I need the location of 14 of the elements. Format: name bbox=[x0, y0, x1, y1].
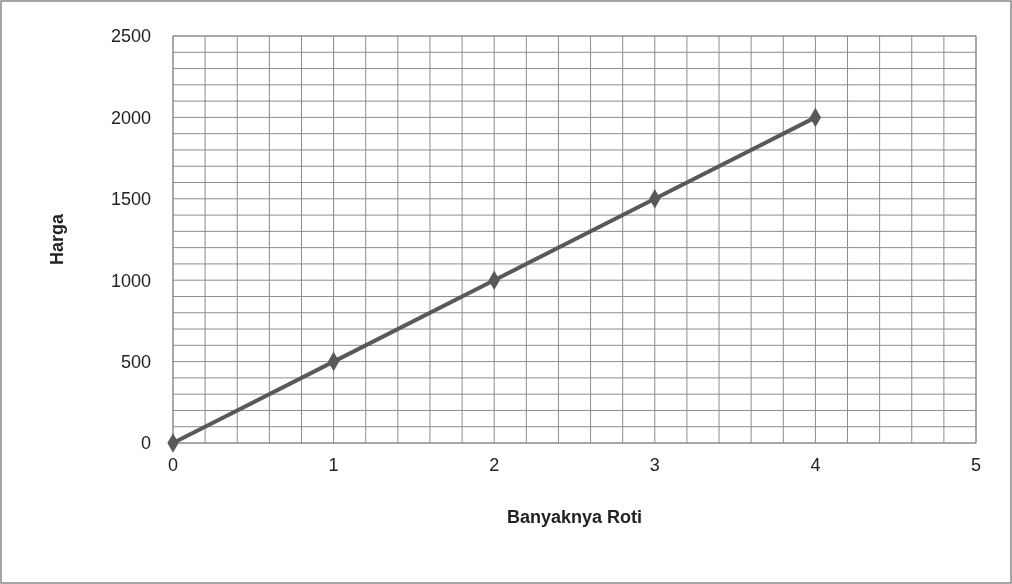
y-tick-label: 0 bbox=[140, 433, 151, 454]
x-tick-label: 4 bbox=[810, 455, 821, 475]
x-axis-title: Banyaknya Roti bbox=[506, 507, 643, 527]
y-axis-title: Harga bbox=[47, 213, 67, 266]
y-tick-label: 2500 bbox=[110, 26, 151, 47]
x-tick-label: 1 bbox=[328, 455, 339, 475]
y-tick-label: 500 bbox=[120, 351, 151, 372]
x-tick-label: 5 bbox=[970, 455, 982, 475]
x-tick-label: 2 bbox=[489, 455, 500, 475]
y-tick-label: 1500 bbox=[110, 189, 151, 210]
y-tick-label: 1000 bbox=[110, 270, 151, 291]
x-tick-label: 3 bbox=[649, 455, 660, 475]
x-tick-label: 0 bbox=[167, 455, 179, 475]
y-tick-label: 2000 bbox=[110, 107, 151, 128]
